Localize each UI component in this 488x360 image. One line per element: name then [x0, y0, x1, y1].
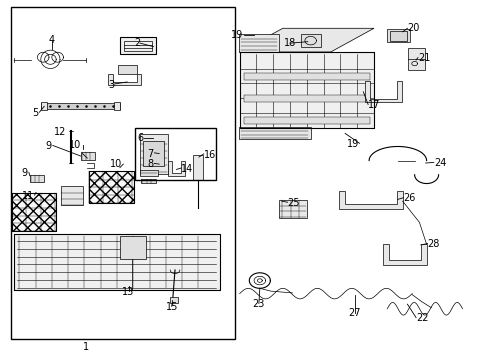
Text: 6: 6 — [138, 133, 143, 143]
Bar — [123, 41, 152, 51]
Bar — [140, 170, 158, 176]
Bar — [61, 186, 83, 206]
Bar — [41, 103, 120, 109]
Bar — [141, 179, 156, 183]
Text: 20: 20 — [407, 23, 419, 33]
Bar — [12, 193, 56, 231]
Bar — [192, 155, 203, 180]
Text: 9: 9 — [22, 168, 28, 178]
Bar — [41, 102, 46, 110]
Bar — [243, 117, 369, 123]
Text: 2: 2 — [134, 38, 140, 48]
Bar — [120, 37, 156, 54]
Bar — [14, 234, 219, 290]
Bar — [239, 52, 373, 128]
Text: 10: 10 — [69, 140, 81, 150]
Bar — [12, 193, 56, 231]
Bar — [89, 171, 134, 203]
Bar — [135, 128, 215, 180]
Text: 28: 28 — [427, 239, 439, 249]
Bar — [301, 34, 321, 47]
Bar — [279, 200, 306, 218]
Bar — [243, 73, 369, 80]
Bar — [238, 127, 310, 139]
Text: 10: 10 — [110, 159, 122, 169]
Text: 11: 11 — [22, 191, 35, 201]
Text: 12: 12 — [54, 127, 66, 138]
Text: 16: 16 — [203, 150, 216, 159]
Bar — [14, 234, 219, 290]
Bar — [238, 34, 279, 52]
Bar — [407, 48, 424, 70]
Text: 22: 22 — [415, 313, 427, 323]
Bar — [389, 31, 407, 41]
Bar — [117, 66, 136, 74]
Bar — [142, 141, 164, 166]
Bar — [140, 134, 167, 174]
Bar — [11, 7, 234, 339]
Polygon shape — [383, 244, 426, 265]
Text: 4: 4 — [49, 35, 55, 45]
Text: 3: 3 — [108, 80, 114, 90]
Text: 19: 19 — [346, 139, 359, 149]
Text: 18: 18 — [284, 38, 296, 48]
Bar — [89, 171, 134, 203]
Text: 26: 26 — [403, 193, 415, 203]
Text: 24: 24 — [433, 158, 445, 168]
Text: 23: 23 — [252, 299, 264, 309]
Text: 9: 9 — [46, 141, 52, 152]
Bar — [169, 297, 178, 303]
Bar — [239, 52, 373, 128]
Text: 13: 13 — [122, 287, 134, 297]
Text: 1: 1 — [83, 342, 89, 351]
Polygon shape — [365, 81, 401, 102]
Text: 15: 15 — [165, 302, 178, 312]
Text: 21: 21 — [417, 53, 429, 63]
Text: 14: 14 — [181, 164, 193, 174]
Text: 5: 5 — [32, 108, 39, 118]
Polygon shape — [339, 191, 402, 209]
Bar — [386, 29, 409, 42]
Text: 27: 27 — [348, 309, 360, 318]
Bar — [114, 102, 120, 110]
Bar — [81, 153, 95, 159]
Text: 7: 7 — [147, 149, 153, 158]
Polygon shape — [167, 161, 184, 176]
Polygon shape — [108, 74, 141, 85]
Text: 19: 19 — [231, 30, 243, 40]
Text: 17: 17 — [367, 100, 380, 110]
Text: 8: 8 — [147, 159, 153, 169]
Bar — [243, 95, 369, 102]
Bar — [30, 175, 44, 182]
Bar — [120, 237, 146, 259]
Polygon shape — [239, 28, 373, 52]
Text: 25: 25 — [287, 198, 300, 208]
